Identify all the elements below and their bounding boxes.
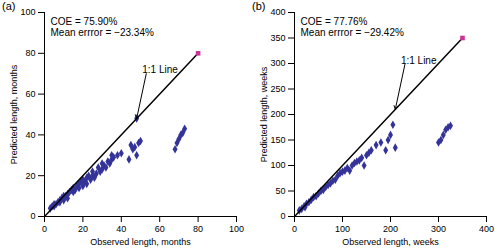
svg-text:300: 300 <box>431 224 446 234</box>
svg-text:Observed length, weeks: Observed length, weeks <box>342 237 439 247</box>
html-text:(b): (b) <box>252 0 266 12</box>
svg-text:100: 100 <box>335 224 350 234</box>
svg-text:150: 150 <box>270 135 285 145</box>
svg-text:80: 80 <box>193 224 203 234</box>
svg-text:200: 200 <box>383 224 398 234</box>
svg-text:400: 400 <box>270 7 285 17</box>
svg-text:60: 60 <box>155 224 165 234</box>
svg-text:COE = 77.76%Mean errror = −29.: COE = 77.76%Mean errror = −29.42% <box>301 16 404 39</box>
svg-text:40: 40 <box>25 130 35 140</box>
svg-text:100: 100 <box>229 224 244 234</box>
svg-text:300: 300 <box>270 58 285 68</box>
svg-text:40: 40 <box>116 224 126 234</box>
svg-text:1:1 Line: 1:1 Line <box>142 64 178 75</box>
svg-text:Predicted length, months: Predicted length, months <box>9 64 19 164</box>
svg-text:80: 80 <box>25 48 35 58</box>
svg-text:350: 350 <box>270 33 285 43</box>
svg-text:20: 20 <box>25 171 35 181</box>
svg-text:100: 100 <box>20 7 35 17</box>
svg-text:400: 400 <box>479 224 494 234</box>
svg-text:1:1 Line: 1:1 Line <box>401 55 437 66</box>
svg-text:200: 200 <box>270 109 285 119</box>
svg-text:100: 100 <box>270 160 285 170</box>
html-text:(a): (a) <box>2 0 16 12</box>
svg-text:0: 0 <box>42 224 47 234</box>
svg-text:50: 50 <box>275 186 285 196</box>
svg-text:0: 0 <box>30 211 35 221</box>
svg-text:0: 0 <box>292 224 297 234</box>
svg-text:Observed length, months: Observed length, months <box>90 237 191 247</box>
svg-text:250: 250 <box>270 84 285 94</box>
svg-text:COE = 75.90%Mean errror = −23.: COE = 75.90%Mean errror = −23.34% <box>51 16 154 39</box>
svg-text:60: 60 <box>25 89 35 99</box>
svg-text:0: 0 <box>280 211 285 221</box>
svg-text:Predicted length, weeks: Predicted length, weeks <box>259 66 269 162</box>
svg-text:20: 20 <box>78 224 88 234</box>
